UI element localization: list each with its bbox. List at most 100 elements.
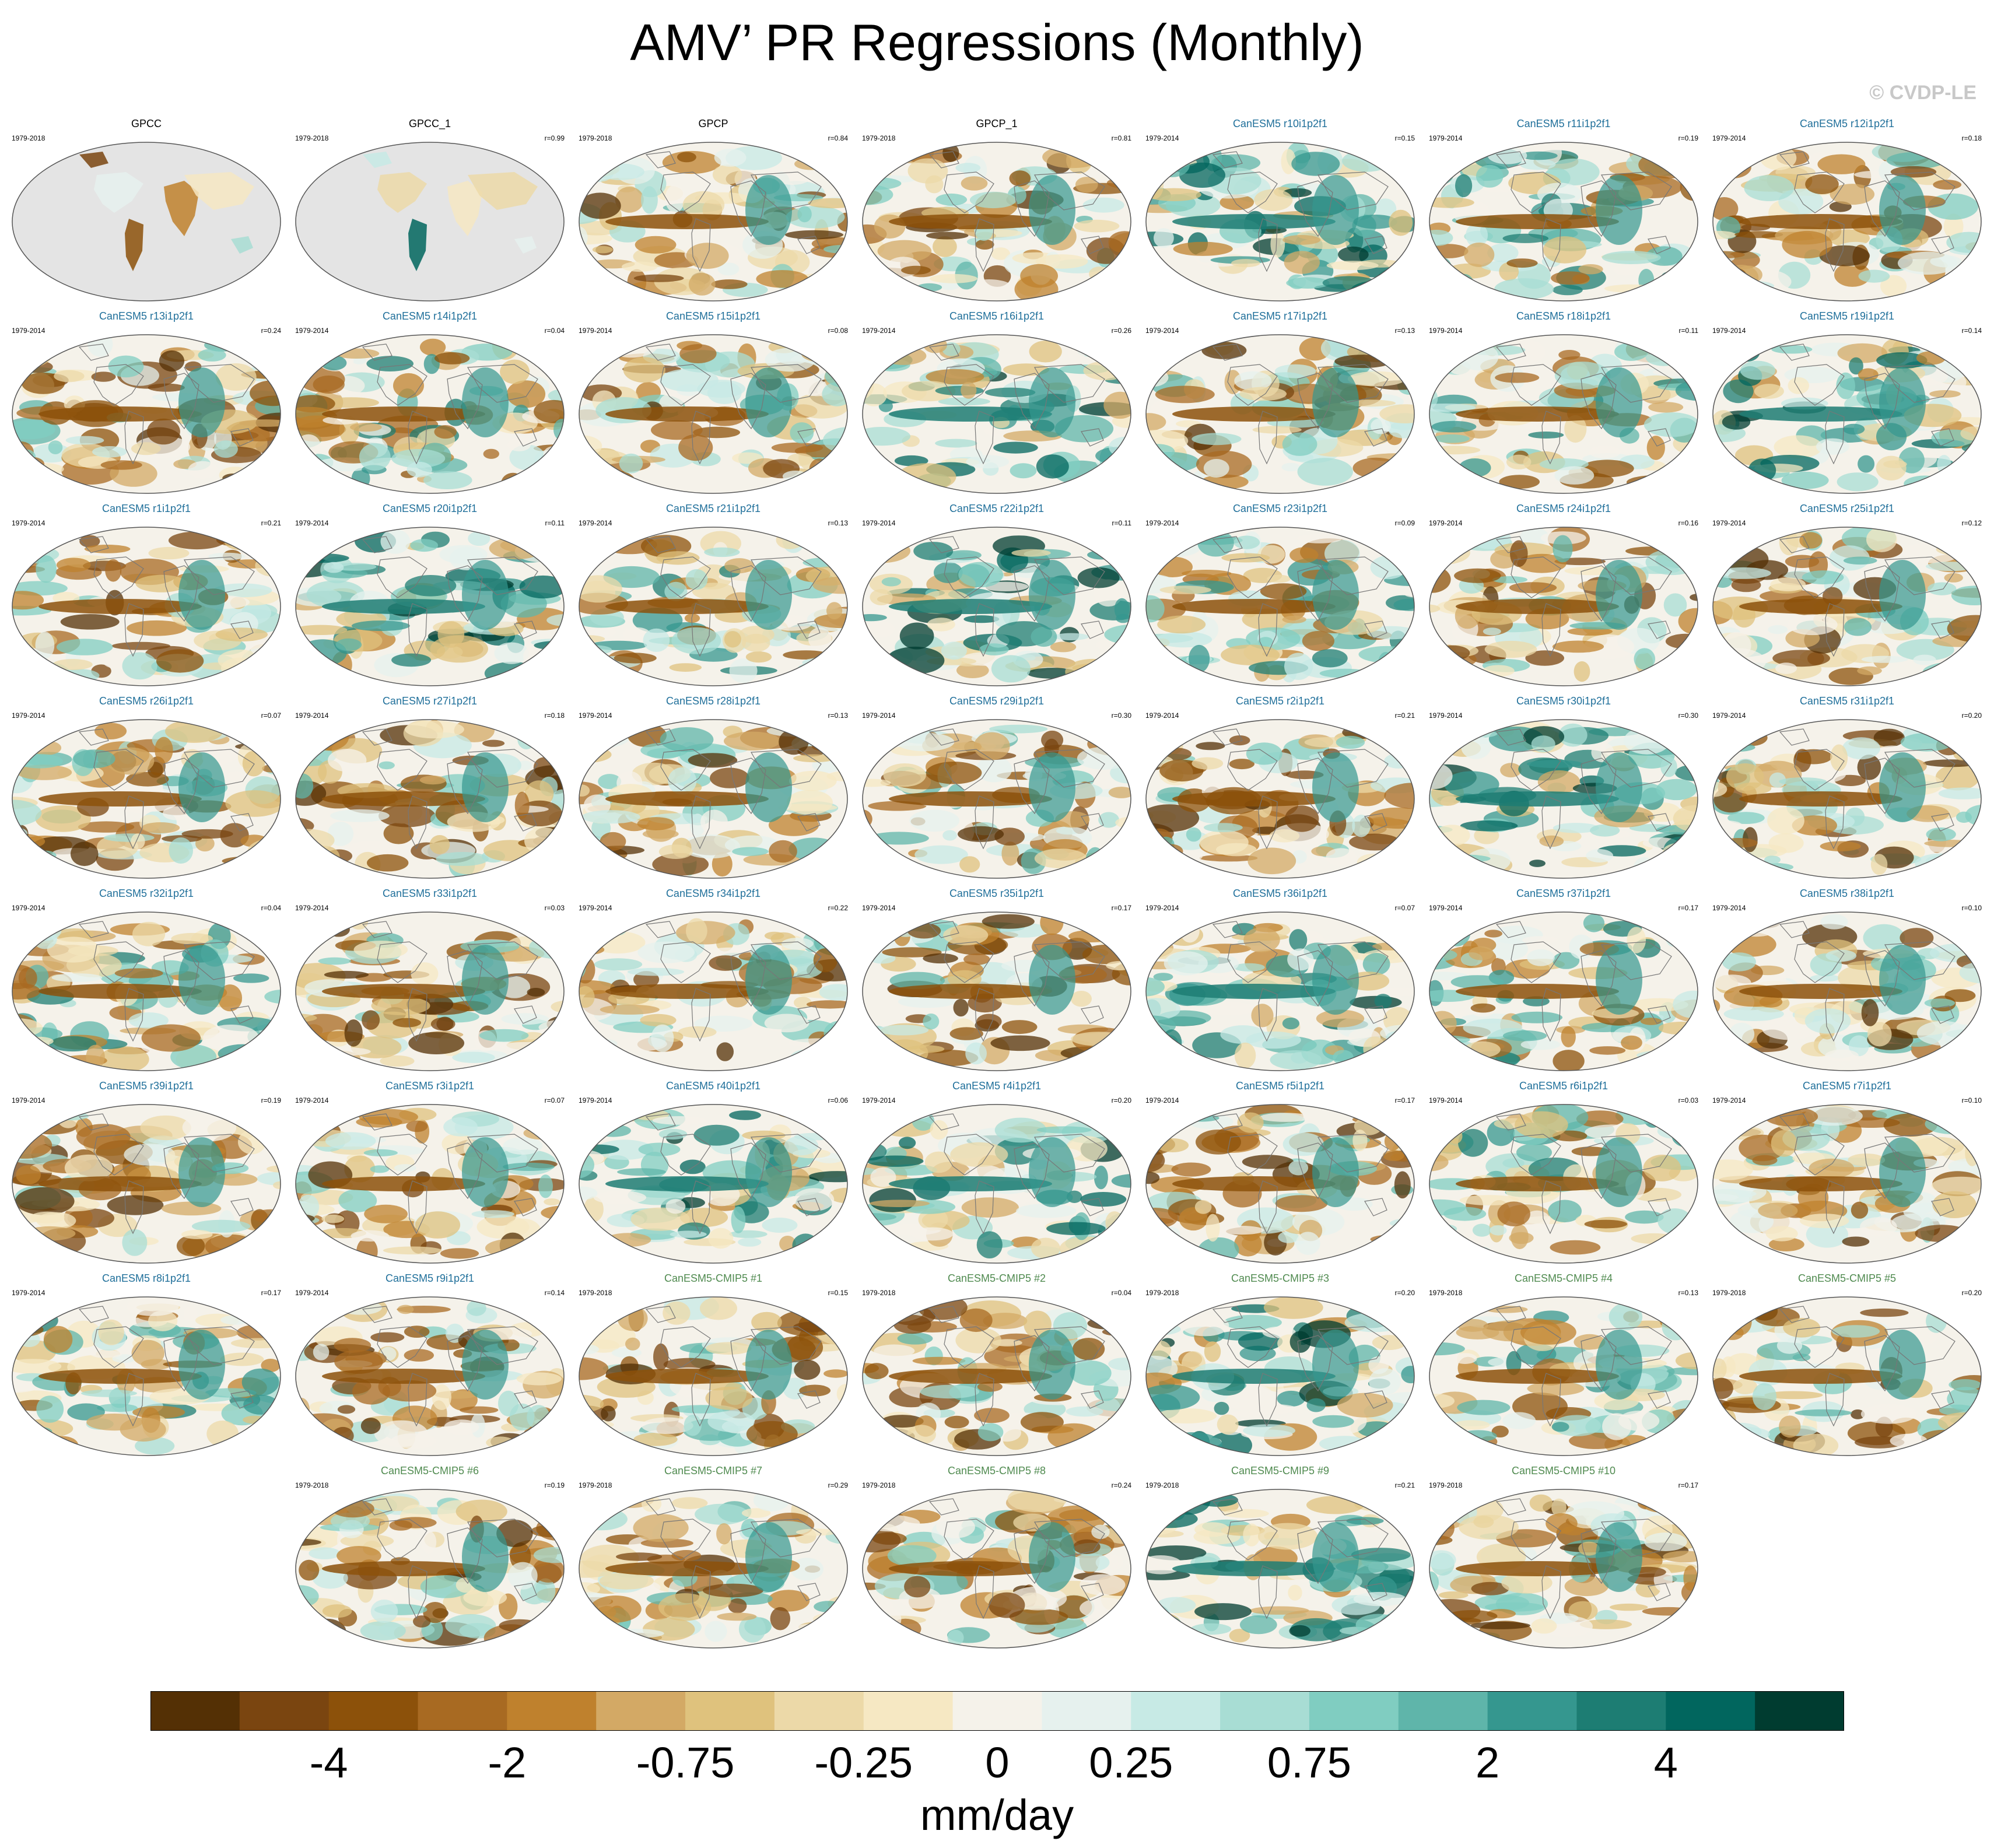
precip-anomaly-blob xyxy=(1613,265,1637,276)
atlantic-anomaly xyxy=(1029,367,1075,437)
coastline xyxy=(751,749,822,788)
coastline xyxy=(660,941,711,983)
panel-title: CanESM5 r23i1p2f1 xyxy=(1232,503,1328,514)
precip-anomaly-blob xyxy=(623,357,665,383)
atlantic-anomaly xyxy=(1029,560,1075,630)
precip-anomaly-blob xyxy=(548,1219,564,1240)
coastline xyxy=(975,988,994,1042)
precip-anomaly-blob xyxy=(1506,454,1532,469)
precip-anomaly-blob xyxy=(1229,759,1254,770)
precip-anomaly-blob xyxy=(1259,1113,1312,1122)
equatorial-anomaly-band xyxy=(605,406,769,422)
precip-anomaly-blob xyxy=(1783,1318,1821,1338)
regression-map xyxy=(579,142,848,301)
land-precip-cell xyxy=(363,152,392,168)
precip-anomaly-blob xyxy=(1146,595,1165,623)
precip-anomaly-blob xyxy=(1951,1309,1981,1330)
precip-anomaly-blob xyxy=(1432,1234,1458,1251)
precip-anomaly-blob xyxy=(809,458,830,481)
precip-anomaly-blob xyxy=(589,556,615,565)
precip-anomaly-blob xyxy=(503,1137,543,1155)
map-panel: CanESM5 r26i1p2f1 1979-2014 r=0.07 xyxy=(9,694,283,881)
panel-period: 1979-2014 xyxy=(12,1096,45,1104)
coastline xyxy=(1364,1005,1387,1024)
coastline xyxy=(928,1113,959,1131)
precip-anomaly-blob xyxy=(485,1239,540,1258)
precip-anomaly-blob xyxy=(943,925,989,945)
panel-correlation: r=0.30 xyxy=(1678,711,1698,720)
land-precip-cell xyxy=(184,172,254,210)
regression-map xyxy=(579,527,848,686)
atlantic-anomaly xyxy=(745,1137,792,1207)
precip-anomaly-blob xyxy=(1156,1408,1217,1423)
coastline xyxy=(797,236,821,254)
precip-anomaly-blob xyxy=(1795,749,1832,765)
precip-anomaly-blob xyxy=(1584,1219,1627,1229)
coastline xyxy=(1779,343,1810,361)
precip-anomaly-blob xyxy=(1727,812,1765,824)
map-border xyxy=(579,911,848,1071)
precip-anomaly-blob xyxy=(1154,228,1174,248)
precip-anomaly-blob xyxy=(1429,147,1460,170)
map-border xyxy=(1145,1104,1415,1264)
precip-anomaly-blob xyxy=(257,1172,281,1186)
precip-anomaly-blob xyxy=(12,923,43,943)
precip-anomaly-blob xyxy=(991,247,1010,260)
regression-map xyxy=(1429,911,1698,1071)
precip-anomaly-blob xyxy=(963,279,1015,300)
precip-anomaly-blob xyxy=(1024,1310,1052,1338)
coastline xyxy=(1884,364,1956,403)
panel-title: GPCP xyxy=(698,118,728,129)
precip-anomaly-blob xyxy=(1951,149,1981,164)
coastline xyxy=(78,1113,109,1131)
coastline xyxy=(1212,728,1243,746)
precip-anomaly-blob xyxy=(1287,948,1314,971)
precip-anomaly-blob xyxy=(393,373,424,398)
precip-anomaly-blob xyxy=(779,729,809,755)
equatorial-anomaly-band xyxy=(889,791,1052,806)
precip-anomaly-blob xyxy=(863,460,893,485)
panel-correlation: r=0.99 xyxy=(544,134,565,142)
precip-anomaly-blob xyxy=(622,261,658,272)
precip-anomaly-blob xyxy=(1010,463,1037,479)
precip-anomaly-blob xyxy=(580,645,612,655)
panel-period: 1979-2018 xyxy=(12,134,45,142)
precip-anomaly-blob xyxy=(1758,1202,1798,1219)
precip-anomaly-blob xyxy=(781,938,814,950)
precip-anomaly-blob xyxy=(35,805,92,832)
panel-title: CanESM5 r4i1p2f1 xyxy=(952,1080,1042,1092)
precip-anomaly-blob xyxy=(12,1041,41,1060)
precip-anomaly-blob xyxy=(898,995,956,1008)
coastline xyxy=(975,1180,994,1235)
precip-anomaly-blob xyxy=(267,1165,281,1173)
precip-anomaly-blob xyxy=(863,1041,875,1053)
precip-anomaly-blob xyxy=(656,551,700,565)
precip-anomaly-blob xyxy=(863,463,887,488)
coastline xyxy=(1034,171,1105,211)
precip-anomaly-blob xyxy=(1436,854,1491,863)
precip-anomaly-blob xyxy=(12,1359,62,1374)
precip-anomaly-blob xyxy=(583,1302,625,1320)
precip-anomaly-blob xyxy=(604,335,658,358)
coastline xyxy=(1601,1134,1672,1173)
coastline xyxy=(691,1180,711,1235)
precip-anomaly-blob xyxy=(1108,1358,1131,1370)
precip-anomaly-blob xyxy=(579,784,590,797)
precip-anomaly-blob xyxy=(789,1049,823,1069)
precip-anomaly-blob xyxy=(1861,655,1908,663)
coastline xyxy=(1034,1134,1105,1173)
atlantic-anomaly xyxy=(462,367,509,437)
precip-anomaly-blob xyxy=(391,449,446,468)
precip-anomaly-blob xyxy=(351,1230,390,1242)
panel-correlation: r=0.19 xyxy=(544,1481,565,1489)
precip-anomaly-blob xyxy=(911,1227,954,1241)
precip-anomaly-blob xyxy=(969,191,1017,209)
precip-anomaly-blob xyxy=(1429,1153,1449,1172)
coastline xyxy=(467,364,538,403)
precip-anomaly-blob xyxy=(296,546,309,567)
panel-period: 1979-2014 xyxy=(1145,1096,1179,1104)
equatorial-anomaly-band xyxy=(38,599,202,614)
precip-anomaly-blob xyxy=(1645,549,1698,576)
precip-anomaly-blob xyxy=(665,185,685,213)
ocean-missing-area xyxy=(296,142,564,301)
